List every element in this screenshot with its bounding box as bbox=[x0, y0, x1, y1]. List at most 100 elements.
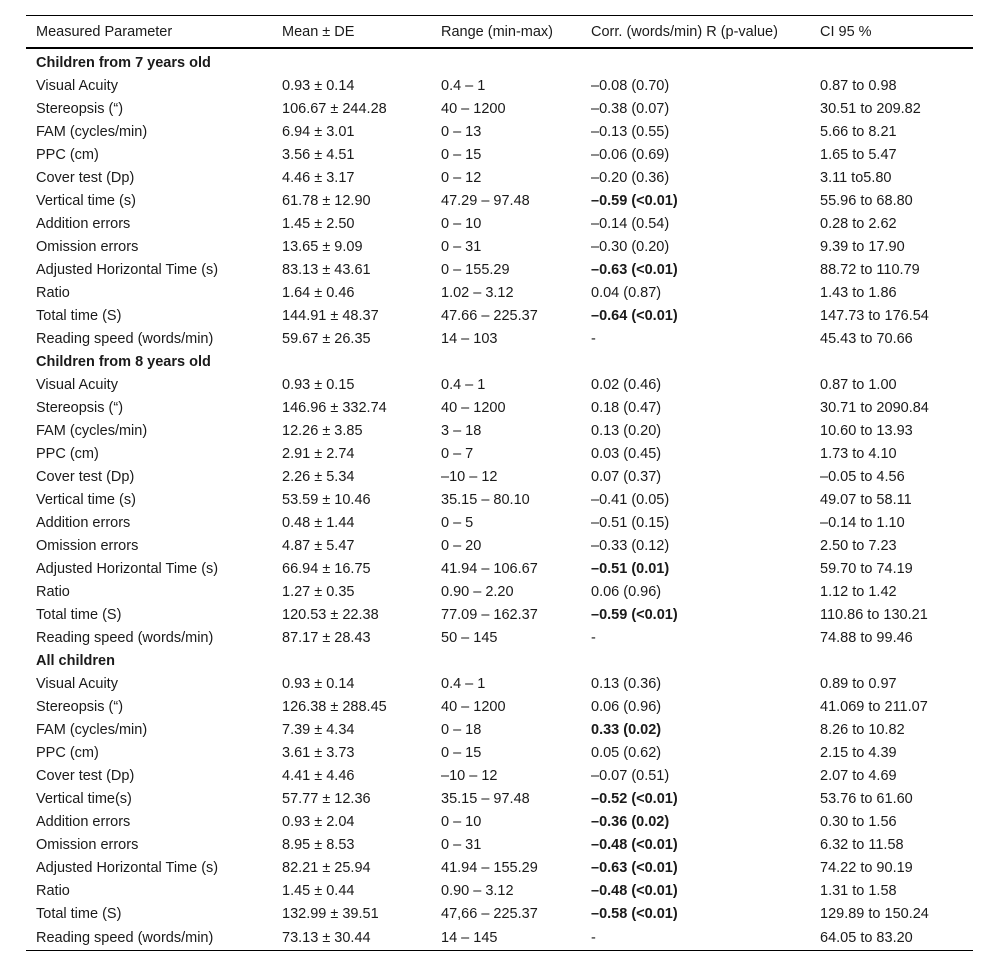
cell-mean: 53.59 ± 10.46 bbox=[282, 491, 371, 508]
cell-range: 40 – 1200 bbox=[441, 100, 506, 117]
cell-mean: 0.93 ± 0.15 bbox=[282, 376, 355, 393]
header-measured-parameter: Measured Parameter bbox=[26, 15, 272, 49]
cell-range: 0 – 18 bbox=[441, 721, 482, 738]
cell-ci: 0.28 to 2.62 bbox=[820, 215, 897, 232]
cell-parameter: PPC (cm) bbox=[36, 445, 99, 462]
cell-parameter: Ratio bbox=[36, 882, 70, 899]
table-row: PPC (cm) 3.56 ± 4.51 0 – 15 –0.06 (0.69) 1.6… bbox=[26, 143, 973, 166]
cell-mean: 106.67 ± 244.28 bbox=[282, 100, 387, 117]
cell-range: 41.94 – 155.29 bbox=[441, 859, 538, 876]
cell-parameter: Cover test (Dp) bbox=[36, 468, 135, 485]
cell-range: 0 – 155.29 bbox=[441, 261, 510, 278]
table-row: Total time (S) 144.91 ± 48.37 47.66 – 225.… bbox=[26, 304, 973, 327]
table-row: Ratio 1.45 ± 0.44 0.90 – 3.12 –0.48 (<0.01)… bbox=[26, 879, 973, 902]
cell-parameter: FAM (cycles/min) bbox=[36, 422, 148, 439]
cell-correlation: –0.63 (<0.01) bbox=[591, 261, 678, 278]
cell-parameter: Addition errors bbox=[36, 514, 131, 531]
cell-ci: 0.89 to 0.97 bbox=[820, 675, 897, 692]
cell-range: 41.94 – 106.67 bbox=[441, 560, 538, 577]
cell-correlation: 0.05 (0.62) bbox=[591, 744, 662, 761]
cell-range: 0 – 31 bbox=[441, 836, 482, 853]
cell-range: 0.4 – 1 bbox=[441, 675, 486, 692]
cell-correlation: –0.41 (0.05) bbox=[591, 491, 670, 508]
cell-mean: 1.45 ± 2.50 bbox=[282, 215, 355, 232]
cell-mean: 83.13 ± 43.61 bbox=[282, 261, 371, 278]
table-row: Total time (S) 132.99 ± 39.51 47,66 – 225.… bbox=[26, 902, 973, 925]
table-row: Omission errors 8.95 ± 8.53 0 – 31 –0.48 (<… bbox=[26, 833, 973, 856]
cell-correlation: - bbox=[591, 330, 596, 347]
cell-range: 0 – 10 bbox=[441, 813, 482, 830]
table-row: Cover test (Dp) 2.26 ± 5.34 –10 – 12 0.07 (… bbox=[26, 465, 973, 488]
cell-mean: 144.91 ± 48.37 bbox=[282, 307, 379, 324]
cell-parameter: Adjusted Horizontal Time (s) bbox=[36, 859, 219, 876]
cell-parameter: Addition errors bbox=[36, 813, 131, 830]
cell-range: 35.15 – 97.48 bbox=[441, 790, 530, 807]
cell-parameter: Omission errors bbox=[36, 238, 139, 255]
table-row: Ratio 1.27 ± 0.35 0.90 – 2.20 0.06 (0.96) 1.… bbox=[26, 580, 973, 603]
cell-correlation: –0.36 (0.02) bbox=[591, 813, 670, 830]
cell-correlation: –0.14 (0.54) bbox=[591, 215, 670, 232]
cell-mean: 1.45 ± 0.44 bbox=[282, 882, 355, 899]
section-row: Children from 7 years old bbox=[26, 48, 973, 74]
cell-parameter: Visual Acuity bbox=[36, 376, 118, 393]
cell-mean: 4.87 ± 5.47 bbox=[282, 537, 355, 554]
cell-parameter: Ratio bbox=[36, 284, 70, 301]
cell-parameter: Cover test (Dp) bbox=[36, 169, 135, 186]
cell-parameter: Adjusted Horizontal Time (s) bbox=[36, 560, 219, 577]
table-row: Vertical time (s) 53.59 ± 10.46 35.15 – 80… bbox=[26, 488, 973, 511]
cell-ci: 0.87 to 1.00 bbox=[820, 376, 897, 393]
table-row: Omission errors 13.65 ± 9.09 0 – 31 –0.30 (… bbox=[26, 235, 973, 258]
cell-mean: 2.26 ± 5.34 bbox=[282, 468, 355, 485]
cell-mean: 59.67 ± 26.35 bbox=[282, 330, 371, 347]
cell-ci: 147.73 to 176.54 bbox=[820, 307, 929, 324]
table-row: Adjusted Horizontal Time (s) 82.21 ± 25.9… bbox=[26, 856, 973, 879]
cell-range: 14 – 145 bbox=[431, 925, 581, 951]
cell-parameter: Total time (S) bbox=[36, 606, 122, 623]
section-title: All children bbox=[36, 652, 115, 669]
cell-ci: 6.32 to 11.58 bbox=[820, 836, 904, 853]
cell-range: 0 – 10 bbox=[441, 215, 482, 232]
table-row: FAM (cycles/min) 7.39 ± 4.34 0 – 18 0.33 (0… bbox=[26, 718, 973, 741]
cell-mean: 132.99 ± 39.51 bbox=[282, 905, 379, 922]
cell-ci: 3.11 to5.80 bbox=[820, 169, 892, 186]
cell-mean: 87.17 ± 28.43 bbox=[282, 629, 371, 646]
cell-ci: 1.43 to 1.86 bbox=[820, 284, 897, 301]
table-row: Reading speed (words/min) 73.13 ± 30.44 14… bbox=[26, 925, 973, 951]
cell-correlation: –0.52 (<0.01) bbox=[591, 790, 678, 807]
cell-parameter: FAM (cycles/min) bbox=[36, 721, 148, 738]
cell-range: 3 – 18 bbox=[441, 422, 482, 439]
header-row: Measured Parameter Mean ± DE Range (min-… bbox=[26, 15, 973, 49]
header-range: Range (min-max) bbox=[431, 15, 581, 49]
cell-correlation: –0.64 (<0.01) bbox=[591, 307, 678, 324]
cell-parameter: Stereopsis (“) bbox=[36, 698, 124, 715]
cell-correlation: –0.38 (0.07) bbox=[591, 100, 670, 117]
cell-mean: 66.94 ± 16.75 bbox=[282, 560, 371, 577]
table-row: Cover test (Dp) 4.41 ± 4.46 –10 – 12 –0.07 … bbox=[26, 764, 973, 787]
cell-mean: 6.94 ± 3.01 bbox=[282, 123, 355, 140]
table-row: Adjusted Horizontal Time (s) 66.94 ± 16.7… bbox=[26, 557, 973, 580]
cell-range: 0 – 7 bbox=[441, 445, 474, 462]
cell-ci: 9.39 to 17.90 bbox=[820, 238, 905, 255]
cell-correlation: –0.58 (<0.01) bbox=[591, 905, 678, 922]
cell-mean: 12.26 ± 3.85 bbox=[282, 422, 363, 439]
cell-parameter: Vertical time(s) bbox=[36, 790, 132, 807]
cell-mean: 4.41 ± 4.46 bbox=[282, 767, 355, 784]
cell-range: 0.4 – 1 bbox=[441, 376, 486, 393]
results-table-container: Measured Parameter Mean ± DE Range (min-… bbox=[26, 15, 973, 951]
cell-ci: 110.86 to 130.21 bbox=[820, 606, 928, 623]
cell-parameter: PPC (cm) bbox=[36, 146, 99, 163]
section-row: All children bbox=[26, 649, 973, 672]
cell-ci: 2.50 to 7.23 bbox=[820, 537, 897, 554]
cell-ci: 41.069 to 211.07 bbox=[820, 698, 928, 715]
cell-ci: 0.30 to 1.56 bbox=[820, 813, 897, 830]
cell-correlation: 0.06 (0.96) bbox=[591, 698, 662, 715]
cell-ci: 88.72 to 110.79 bbox=[820, 261, 920, 278]
cell-correlation: 0.13 (0.20) bbox=[591, 422, 662, 439]
cell-range: 0 – 12 bbox=[441, 169, 482, 186]
cell-range: 14 – 103 bbox=[441, 330, 498, 347]
cell-correlation: 0.03 (0.45) bbox=[591, 445, 662, 462]
cell-ci: –0.14 to 1.10 bbox=[820, 514, 905, 531]
cell-range: 0 – 13 bbox=[441, 123, 482, 140]
cell-ci: 1.73 to 4.10 bbox=[820, 445, 897, 462]
cell-range: 0 – 5 bbox=[441, 514, 474, 531]
